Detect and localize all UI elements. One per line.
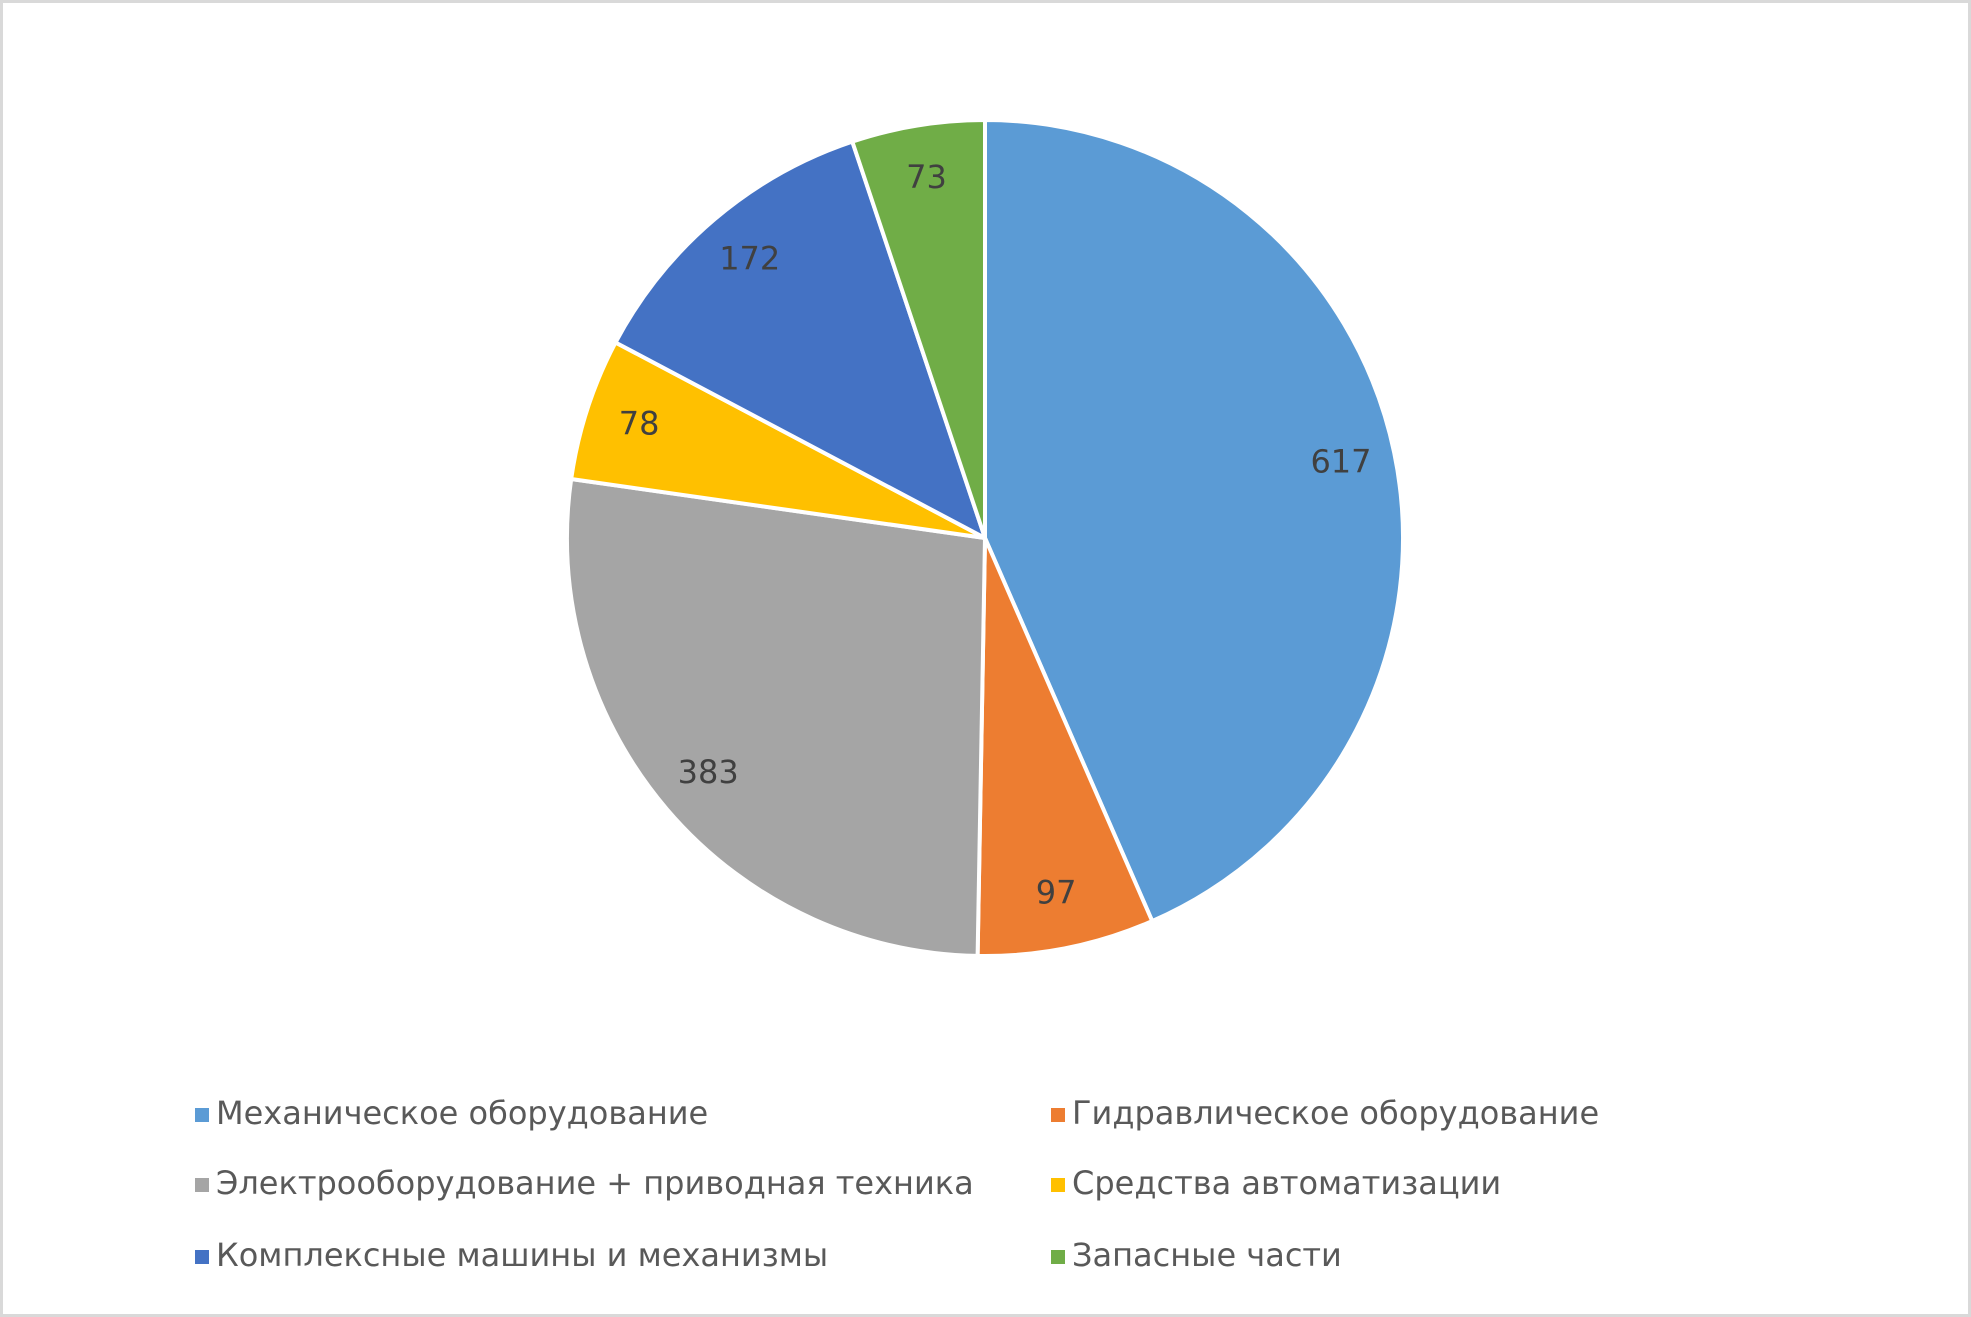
legend-label: Комплексные машины и механизмы [216, 1236, 828, 1274]
legend-label: Электрооборудование + приводная техника [216, 1164, 974, 1202]
legend-swatch [1051, 1108, 1065, 1122]
legend-swatch [1051, 1178, 1065, 1192]
pie-slice [849, 117, 987, 539]
data-label: 617 [1310, 443, 1371, 481]
legend-label: Механическое оборудование [216, 1094, 708, 1132]
legend-swatch [195, 1250, 209, 1264]
pie-slice [565, 476, 988, 958]
data-label: 97 [1036, 874, 1077, 912]
legend-swatch [195, 1108, 209, 1122]
data-label: 78 [619, 405, 660, 443]
legend-label: Гидравлическое оборудование [1072, 1094, 1599, 1132]
data-label: 383 [678, 753, 739, 791]
legend-swatch [195, 1178, 209, 1192]
legend-label: Средства автоматизации [1072, 1164, 1501, 1202]
data-label: 172 [719, 240, 780, 278]
pie-slice [983, 117, 1405, 924]
pie-slice [975, 537, 1155, 958]
pie-slice [612, 139, 989, 543]
legend-label: Запасные части [1072, 1236, 1342, 1274]
legend-swatch [1051, 1250, 1065, 1264]
data-label: 73 [906, 158, 947, 196]
pie-slice [568, 339, 986, 540]
